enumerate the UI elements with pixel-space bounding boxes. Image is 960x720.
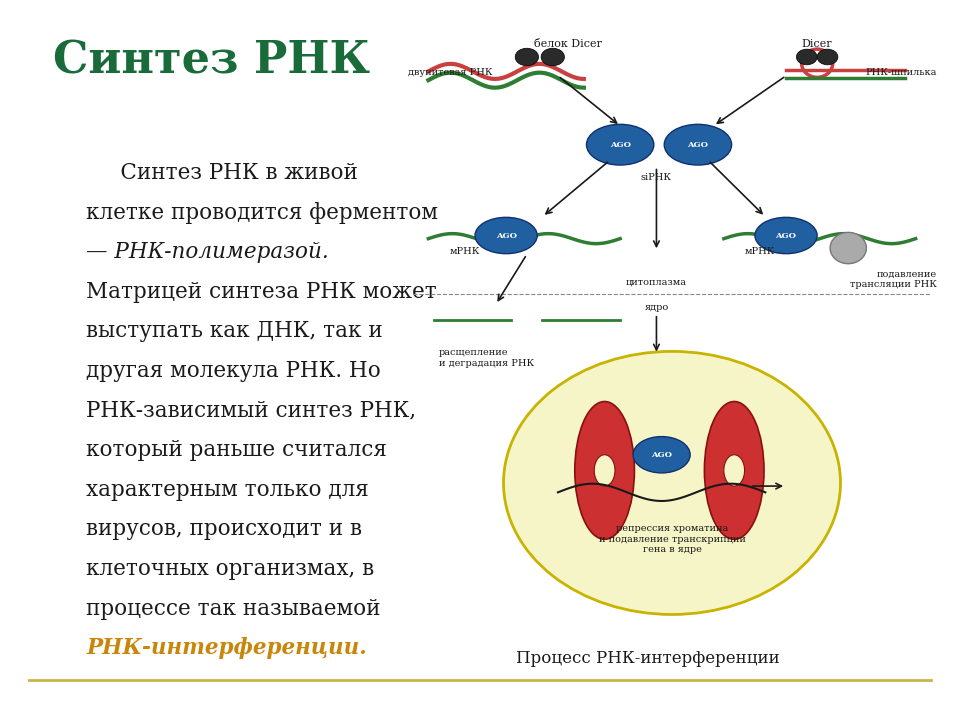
Text: Матрицей синтеза РНК может: Матрицей синтеза РНК может (86, 281, 437, 303)
Text: AGO: AGO (495, 232, 516, 240)
Text: siРНК: siРНК (641, 173, 672, 182)
Text: подавление
трансляции РНК: подавление трансляции РНК (850, 270, 936, 289)
Ellipse shape (634, 436, 690, 473)
Text: Синтез РНК: Синтез РНК (53, 40, 370, 83)
Text: клеточных организмах, в: клеточных организмах, в (86, 558, 374, 580)
Text: Синтез РНК в живой: Синтез РНК в живой (86, 162, 358, 184)
Text: вирусов, происходит и в: вирусов, происходит и в (86, 518, 362, 541)
Text: AGO: AGO (651, 451, 672, 459)
Ellipse shape (587, 125, 654, 165)
Ellipse shape (755, 217, 817, 253)
Ellipse shape (797, 49, 817, 65)
Text: характерным только для: характерным только для (86, 479, 370, 501)
Text: Dicer: Dicer (802, 40, 832, 50)
Text: РНК-интерференции.: РНК-интерференции. (86, 637, 367, 660)
Text: мРНК: мРНК (745, 247, 776, 256)
Text: AGO: AGO (687, 140, 708, 149)
Text: двунитевая РНК: двунитевая РНК (408, 68, 492, 77)
Ellipse shape (541, 48, 564, 66)
Text: Процесс РНК-интерференции: Процесс РНК-интерференции (516, 650, 780, 667)
Text: цитоплазма: цитоплазма (626, 278, 687, 287)
Text: ядро: ядро (644, 303, 668, 312)
Text: РНК-зависимый синтез РНК,: РНК-зависимый синтез РНК, (86, 400, 417, 422)
Ellipse shape (575, 402, 635, 539)
Text: AGO: AGO (776, 232, 797, 240)
Ellipse shape (724, 455, 745, 486)
Text: мРНК: мРНК (449, 247, 480, 256)
Text: — РНК-полимеразой.: — РНК-полимеразой. (86, 241, 329, 264)
Text: другая молекула РНК. Но: другая молекула РНК. Но (86, 360, 381, 382)
Text: РНК-шпилька: РНК-шпилька (865, 68, 936, 77)
Ellipse shape (705, 402, 764, 539)
Text: клетке проводится ферментом: клетке проводится ферментом (86, 202, 439, 224)
Text: процессе так называемой: процессе так называемой (86, 598, 381, 620)
Text: выступать как ДНК, так и: выступать как ДНК, так и (86, 320, 383, 343)
Ellipse shape (817, 49, 838, 65)
Text: AGO: AGO (610, 140, 631, 149)
Ellipse shape (664, 125, 732, 165)
Text: репрессия хроматина
и подавление транскрипции
гена в ядре: репрессия хроматина и подавление транскр… (599, 524, 745, 554)
Ellipse shape (516, 48, 539, 66)
Ellipse shape (594, 455, 615, 486)
Ellipse shape (830, 233, 867, 264)
Text: расщепление
и деградация РНК: расщепление и деградация РНК (439, 348, 534, 368)
Text: который раньше считался: который раньше считался (86, 439, 387, 462)
Text: белок Dicer: белок Dicer (535, 40, 602, 50)
Ellipse shape (475, 217, 538, 253)
Ellipse shape (503, 351, 841, 614)
